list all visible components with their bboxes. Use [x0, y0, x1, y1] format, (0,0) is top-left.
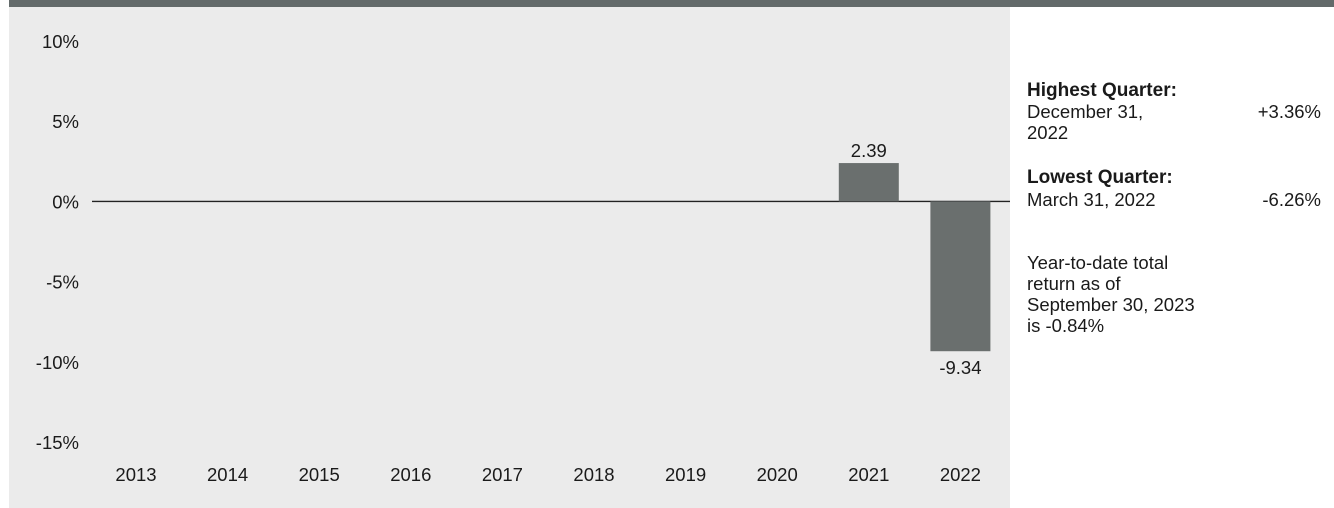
x-tick-label: 2019: [665, 464, 706, 485]
x-tick-label: 2015: [299, 464, 340, 485]
bar-value-label: 2.39: [851, 140, 887, 161]
y-tick-label: -15%: [36, 432, 79, 453]
x-tick-label: 2016: [390, 464, 431, 485]
highest-quarter-label: Highest Quarter:: [1027, 80, 1177, 101]
chart-panel: 10% 5% 0% -5% -10% -15% 2013 2014 2015 2016 2017 20…: [9, 7, 1010, 508]
x-tick-label: 2022: [940, 464, 981, 485]
x-tick-label: 2018: [573, 464, 614, 485]
bar-2022: [930, 201, 991, 352]
bar-value-label: -9.34: [939, 357, 981, 378]
x-tick-label: 2017: [482, 464, 523, 485]
y-tick-label: -10%: [36, 352, 79, 373]
highest-quarter-date: December 31, 2022: [1027, 101, 1144, 143]
ytd-return-note: Year-to-date total return as of Septembe…: [1027, 252, 1195, 336]
bar-2021: [838, 163, 899, 202]
y-tick-label: -5%: [46, 272, 79, 293]
x-tick-label: 2013: [115, 464, 156, 485]
x-tick-label: 2020: [757, 464, 798, 485]
performance-sidebar: Highest Quarter: December 31, 2022 +3.36…: [1027, 0, 1327, 508]
lowest-quarter-date: March 31, 2022: [1027, 189, 1156, 210]
bar-chart: 10% 5% 0% -5% -10% -15% 2013 2014 2015 2016 2017 20…: [36, 31, 1010, 485]
y-tick-label: 5%: [52, 111, 79, 132]
top-rule: [9, 0, 1334, 7]
lowest-quarter-label: Lowest Quarter:: [1027, 167, 1173, 188]
y-tick-label: 10%: [42, 31, 79, 52]
lowest-quarter-value: -6.26%: [1262, 189, 1321, 210]
x-tick-label: 2014: [207, 464, 248, 485]
highest-quarter-value: +3.36%: [1257, 101, 1321, 122]
x-tick-label: 2021: [848, 464, 889, 485]
y-tick-label: 0%: [52, 191, 79, 212]
